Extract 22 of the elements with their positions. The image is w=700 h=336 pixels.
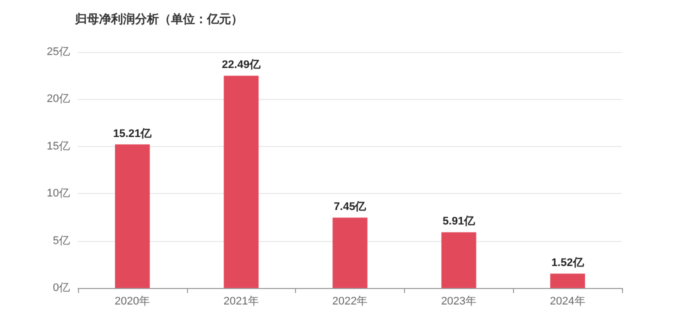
x-tick-label: 2022年 (332, 296, 368, 308)
y-tick-label: 10亿 (46, 188, 70, 200)
data-label: 1.52亿 (551, 257, 585, 270)
y-tick-label: 0亿 (52, 282, 70, 294)
data-label: 15.21亿 (113, 128, 153, 140)
y-tick-label: 20亿 (46, 93, 70, 106)
bar (224, 76, 259, 288)
bar (332, 218, 368, 288)
bar (441, 232, 476, 288)
x-tick-label: 2021年 (223, 296, 259, 308)
x-tick-label: 2020年 (114, 296, 150, 308)
data-label: 22.49亿 (222, 59, 262, 72)
y-tick-label: 15亿 (46, 140, 70, 152)
x-tick-label: 2023年 (441, 296, 477, 308)
bar (114, 144, 150, 288)
chart-title: 归母净利润分析（单位：亿元） (74, 12, 243, 26)
bar (550, 274, 586, 288)
x-tick-label: 2024年 (550, 296, 586, 308)
data-label: 7.45亿 (334, 201, 368, 214)
y-tick-label: 25亿 (46, 46, 70, 58)
data-label: 5.91亿 (442, 216, 476, 228)
y-tick-label: 5亿 (52, 234, 70, 247)
